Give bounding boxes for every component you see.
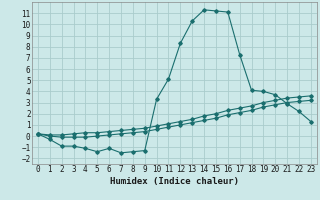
X-axis label: Humidex (Indice chaleur): Humidex (Indice chaleur) [110,177,239,186]
